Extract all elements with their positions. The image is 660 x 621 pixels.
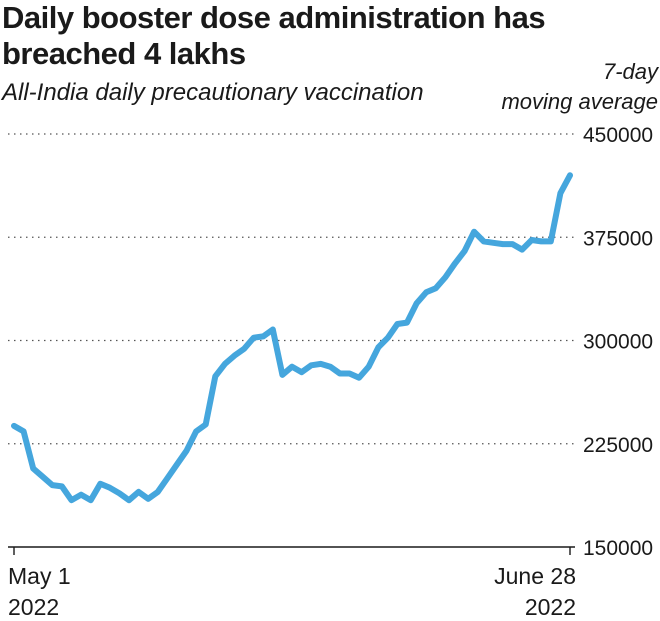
y-tick-label-300000: 300000: [583, 331, 653, 354]
y-tick-label-225000: 225000: [583, 434, 653, 457]
data-point: [11, 423, 17, 429]
data-point: [78, 492, 84, 497]
data-point: [21, 429, 26, 434]
data-point: [443, 274, 448, 280]
data-point: [289, 364, 295, 369]
x-tick-label: May 1: [8, 563, 71, 589]
data-point: [146, 496, 151, 502]
data-point: [136, 489, 141, 495]
data-point: [395, 321, 400, 327]
data-point: [251, 335, 256, 340]
data-point: [347, 371, 352, 376]
data-point: [567, 173, 573, 178]
data-point: [481, 239, 486, 244]
data-point: [280, 372, 285, 378]
data-point: [222, 361, 228, 367]
data-point: [328, 364, 333, 369]
data-point: [539, 239, 544, 244]
data-point: [404, 320, 410, 325]
data-point: [193, 429, 199, 434]
data-point: [548, 239, 554, 244]
data-point: [184, 448, 189, 453]
data-point: [376, 345, 381, 350]
series-line: [11, 172, 573, 504]
data-point: [117, 491, 122, 496]
data-point: [385, 335, 391, 340]
data-point: [519, 247, 525, 252]
data-point: [40, 474, 45, 479]
data-point: [107, 485, 113, 491]
data-point: [299, 369, 304, 375]
data-point: [165, 475, 170, 481]
y-tick-label-450000: 450000: [583, 124, 653, 147]
data-point: [433, 285, 438, 291]
data-point: [366, 364, 371, 369]
y-tick-label-150000: 150000: [583, 537, 653, 560]
data-point: [529, 237, 534, 243]
chart-subtitle: All-India daily precautionary vaccinatio…: [2, 79, 424, 106]
data-point: [462, 248, 467, 254]
data-point: [59, 484, 65, 489]
data-point: [337, 371, 343, 376]
data-point: [510, 241, 515, 247]
data-point: [50, 482, 55, 488]
y-axis-label: 7-day moving average: [501, 59, 658, 114]
data-point: [318, 361, 323, 367]
data-point: [98, 481, 103, 486]
x-tick-label: June 28: [494, 563, 576, 589]
data-point: [424, 290, 429, 295]
data-point: [88, 497, 93, 503]
data-point: [30, 466, 36, 471]
data-point: [69, 497, 74, 503]
data-point: [500, 241, 506, 247]
data-point: [232, 353, 237, 358]
x-tick-year-label: 2022: [8, 594, 59, 620]
data-point: [213, 374, 218, 379]
data-point: [203, 422, 208, 427]
data-point: [356, 375, 362, 380]
data-point: [155, 489, 160, 495]
data-point: [491, 240, 496, 245]
data-point: [261, 334, 266, 339]
data-point: [174, 462, 180, 467]
data-point: [558, 190, 563, 196]
data-point: [414, 301, 419, 306]
data-point: [270, 327, 276, 332]
x-tick-year-label: 2022: [525, 594, 576, 620]
y-tick-label-375000: 375000: [583, 227, 653, 250]
data-point: [471, 229, 477, 234]
data-point: [452, 261, 458, 266]
chart-title: Daily booster dose administration has br…: [2, 0, 546, 71]
data-point: [241, 346, 247, 351]
data-point: [308, 363, 314, 368]
data-point: [126, 497, 132, 503]
